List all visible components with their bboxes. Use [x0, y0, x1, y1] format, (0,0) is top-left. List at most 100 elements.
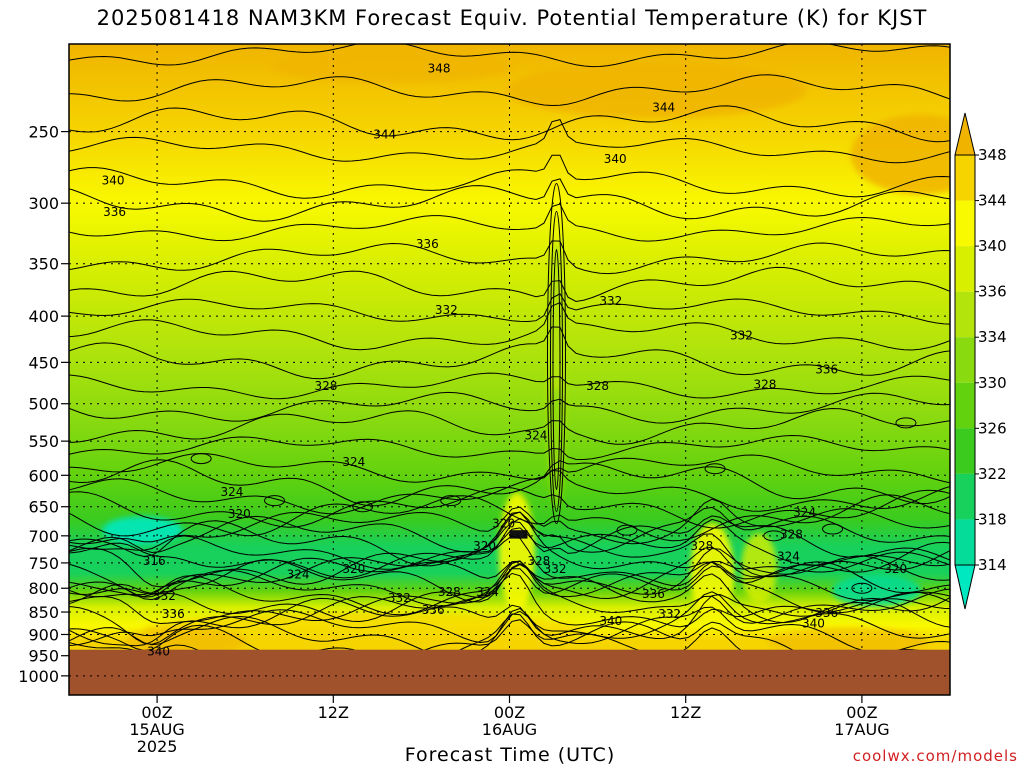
contour-label-text: 336: [815, 606, 838, 620]
y-tick-label: 300: [28, 194, 59, 213]
contour-line: [704, 463, 726, 475]
y-tick-label: 600: [28, 466, 59, 485]
contour-label: 328: [586, 379, 609, 393]
contour-line: [69, 266, 950, 303]
contour-line: [352, 501, 374, 513]
y-tick-label: 250: [28, 123, 59, 142]
contour-label-text: 332: [435, 303, 458, 317]
contour-label: 336: [642, 587, 665, 601]
cool-pocket: [831, 574, 922, 607]
contour-line: [69, 591, 950, 646]
contour-label-text: 324: [221, 485, 244, 499]
y-tick-label: 700: [28, 527, 59, 546]
contour-label: 336: [815, 606, 838, 620]
contour-label: 340: [147, 645, 170, 659]
y-tick-label: 900: [28, 625, 59, 644]
x-tick-label: 16AUG: [482, 720, 537, 739]
contour-label: 336: [162, 607, 185, 621]
warm-surface: [767, 626, 928, 655]
contour-line: [69, 560, 950, 625]
contour-label: 328: [754, 377, 777, 391]
contour-label-text: 328: [438, 585, 461, 599]
contour-label: 320: [884, 562, 907, 576]
contour-label-text: 348: [428, 62, 451, 76]
contour-line: [69, 517, 950, 579]
contour-label-text: 328: [780, 528, 803, 542]
x-tick-label: 2025: [137, 737, 178, 756]
contour-line: [69, 560, 950, 607]
warm-pocket: [498, 492, 535, 613]
contour-label: 336: [416, 237, 439, 251]
x-tick-label: 00Z: [141, 703, 172, 722]
contour-line: [264, 495, 286, 507]
colorbar-label: 348: [978, 146, 1007, 164]
contour-label-text: 340: [802, 616, 825, 630]
contour-line: [69, 391, 950, 424]
x-tick-label: 17AUG: [834, 720, 889, 739]
contour-line: [69, 459, 950, 507]
contour-label-text: 332: [658, 607, 681, 621]
y-tick-label: 500: [28, 395, 59, 414]
contour-line: [69, 572, 950, 645]
contour-label-text: 336: [103, 205, 126, 219]
colorbar-segment: [955, 155, 975, 201]
colorbar-label: 314: [978, 556, 1007, 574]
contour-line: [69, 452, 950, 484]
contour-line: [895, 417, 917, 429]
contour-line: [69, 515, 950, 567]
contour-line: [69, 301, 950, 351]
y-tick-label: 400: [28, 307, 59, 326]
contour-line: [69, 326, 950, 380]
contour-label: 324: [524, 428, 547, 442]
contour-line: [69, 119, 950, 164]
colorbar-segment: [955, 337, 975, 383]
contour-label: 332: [544, 562, 567, 576]
colorbar-bottom-arrow: [954, 564, 976, 610]
contour-label-text: 340: [102, 173, 125, 187]
contour-label-text: 340: [147, 645, 170, 659]
colorbar-top-arrow: [954, 112, 976, 156]
contour-label: 336: [815, 362, 838, 376]
y-tick-label: 450: [28, 353, 59, 372]
contour-label-text: 328: [315, 379, 338, 393]
contour-label-text: 336: [815, 362, 838, 376]
source-credit: coolwx.com/models: [852, 747, 1018, 765]
y-tick-label: 1000: [18, 667, 59, 686]
contour-label: 344: [373, 128, 396, 142]
colorbar-label: 318: [978, 510, 1007, 528]
warm-surface: [126, 626, 247, 655]
contour-label: 324: [476, 585, 499, 599]
x-tick-label: 15AUG: [129, 720, 184, 739]
contour-label: 348: [428, 62, 451, 76]
contour-label: 328: [690, 539, 713, 553]
contour-label-text: 332: [153, 589, 176, 603]
contour-label-text: 332: [599, 294, 622, 308]
contour-line: [69, 203, 950, 242]
y-tick-label: 750: [28, 554, 59, 573]
contour-label: 320: [492, 516, 515, 530]
contour-line: [69, 74, 950, 107]
contour-line: [69, 606, 950, 658]
contour-label-text: 320: [342, 562, 365, 576]
contour-line: [546, 183, 566, 525]
contour-line: [69, 564, 950, 624]
contour-label: 332: [388, 591, 411, 605]
contour-label-text: 336: [162, 607, 185, 621]
contour-label: 324: [221, 485, 244, 499]
contour-line: [549, 211, 563, 513]
contour-label: 340: [604, 152, 627, 166]
contour-label-text: 336: [422, 603, 445, 617]
warm-pocket: [741, 533, 778, 604]
y-tick-label: 850: [28, 603, 59, 622]
colorbar-label: 322: [978, 465, 1007, 483]
contour-label-text: 340: [604, 152, 627, 166]
dark-contour-cluster: [509, 530, 528, 539]
colorbar-label: 326: [978, 419, 1007, 437]
contour-label-text: 332: [544, 562, 567, 576]
colorbar-segment: [955, 382, 975, 429]
y-tick-label: 650: [28, 498, 59, 517]
contour-line: [440, 495, 462, 507]
contour-label: 344: [652, 100, 675, 114]
